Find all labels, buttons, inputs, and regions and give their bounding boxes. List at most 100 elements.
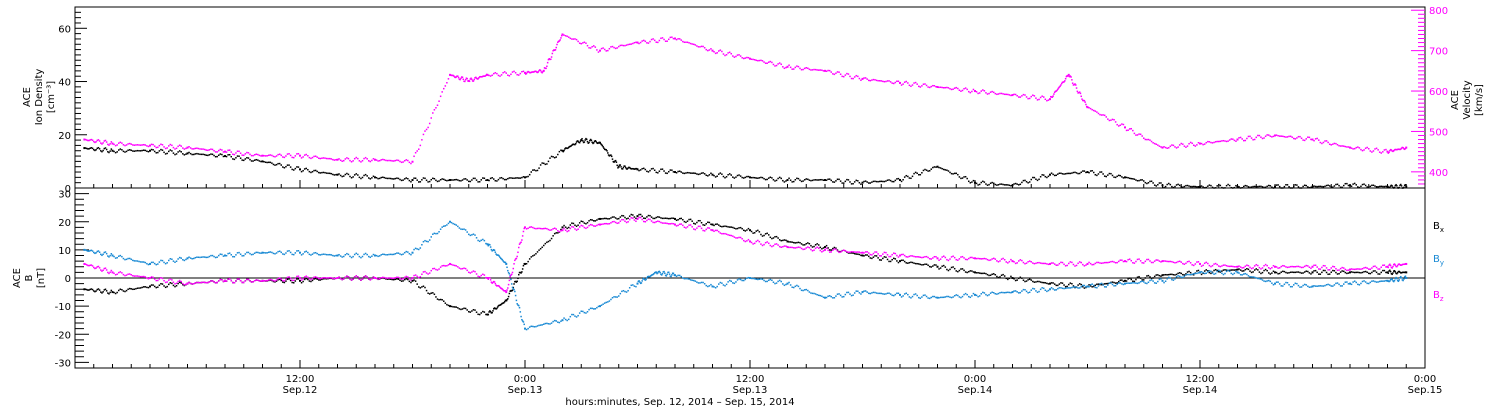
data-point-bx [683, 220, 686, 223]
data-point-velocity [1352, 148, 1354, 150]
data-point-density [1333, 185, 1336, 187]
data-point-bz [1377, 268, 1379, 270]
data-point-density [141, 149, 143, 152]
data-point-by [1211, 272, 1214, 274]
data-point-bx [899, 260, 901, 263]
data-point-bz [132, 274, 134, 277]
data-point-density [757, 177, 759, 179]
data-point-bz [103, 267, 106, 270]
data-point-velocity [100, 142, 102, 144]
data-point-bz [336, 277, 339, 279]
data-point-velocity [1305, 138, 1307, 140]
data-point-velocity [560, 37, 562, 39]
data-point-by [1068, 287, 1070, 289]
data-point-velocity [130, 143, 132, 145]
data-point-density [691, 172, 693, 174]
data-point-velocity [1338, 144, 1340, 147]
data-point-by [1082, 284, 1084, 287]
data-point-velocity [330, 158, 332, 160]
data-point-bx [516, 280, 518, 283]
data-point-bz [894, 252, 897, 255]
data-point-velocity [230, 151, 232, 153]
data-point-by [772, 281, 775, 283]
data-point-bz [625, 221, 628, 224]
data-point-density [986, 184, 989, 186]
data-point-bz [1108, 261, 1111, 264]
data-point-density [610, 155, 613, 158]
data-point-bx [475, 311, 478, 313]
data-point-density [595, 140, 597, 143]
data-point-velocity [463, 80, 465, 83]
data-point-density [1063, 173, 1065, 175]
data-point-density [1083, 170, 1086, 172]
data-point-by [1322, 285, 1325, 287]
data-point-density [478, 181, 481, 183]
data-point-bx [1096, 283, 1098, 286]
data-point-velocity [1368, 148, 1370, 150]
data-point-density [285, 165, 287, 168]
data-point-velocity [1390, 149, 1393, 151]
data-point-velocity [1393, 149, 1396, 151]
data-point-density [805, 178, 807, 180]
data-point-velocity [413, 155, 415, 158]
data-point-bx [493, 308, 495, 310]
data-point-bx [1219, 271, 1222, 273]
data-point-by [498, 255, 500, 257]
data-point-bz [268, 279, 270, 281]
data-point-density [696, 173, 698, 175]
data-point-by [163, 261, 165, 264]
data-point-bz [1041, 262, 1043, 265]
data-point-velocity [864, 77, 867, 79]
data-point-by [1275, 281, 1278, 283]
data-point-by [152, 261, 154, 264]
data-point-density [581, 137, 583, 140]
data-point-bx [638, 213, 640, 216]
data-point-bx [460, 308, 462, 311]
data-point-density [1266, 185, 1268, 188]
data-point-by [211, 254, 214, 257]
data-point-density [1136, 179, 1139, 182]
data-point-density [760, 176, 762, 179]
data-point-bx [774, 236, 776, 238]
data-point-density [335, 173, 337, 176]
data-point-bx [1314, 269, 1317, 272]
data-point-density [1114, 176, 1117, 179]
data-point-bz [499, 286, 501, 289]
data-point-bx [403, 278, 406, 281]
data-point-density [427, 181, 429, 183]
data-point-bz [468, 271, 470, 274]
data-point-bx [492, 310, 494, 312]
data-point-bx [1352, 271, 1354, 274]
data-point-bx [788, 241, 790, 243]
data-point-velocity [1283, 135, 1286, 138]
data-point-bz [227, 278, 229, 280]
data-point-density [1366, 186, 1368, 188]
data-point-velocity [936, 85, 939, 88]
data-point-bx [671, 217, 673, 219]
legend-by: By [1433, 254, 1444, 267]
data-point-density [853, 181, 856, 183]
data-point-velocity [1369, 150, 1372, 152]
data-point-bx [1116, 282, 1118, 284]
data-point-velocity [980, 90, 982, 92]
data-point-bz [422, 271, 425, 273]
data-point-bx [807, 242, 809, 244]
data-point-density [628, 166, 630, 169]
data-point-density [730, 174, 732, 176]
data-point-density [511, 177, 514, 179]
data-point-velocity [1121, 123, 1123, 125]
data-point-velocity [475, 77, 478, 79]
data-point-bx [833, 246, 836, 249]
data-point-by [1219, 270, 1222, 272]
data-point-velocity [688, 42, 690, 44]
data-point-by [435, 232, 437, 235]
data-point-bz [566, 230, 568, 233]
data-point-bz [560, 230, 562, 232]
data-point-velocity [1188, 142, 1190, 145]
data-point-bz [822, 250, 825, 252]
data-point-velocity [1243, 139, 1245, 142]
field-axis-title-line3: [nT] [36, 268, 47, 288]
data-point-bz [349, 278, 351, 280]
data-point-velocity [1397, 148, 1400, 150]
